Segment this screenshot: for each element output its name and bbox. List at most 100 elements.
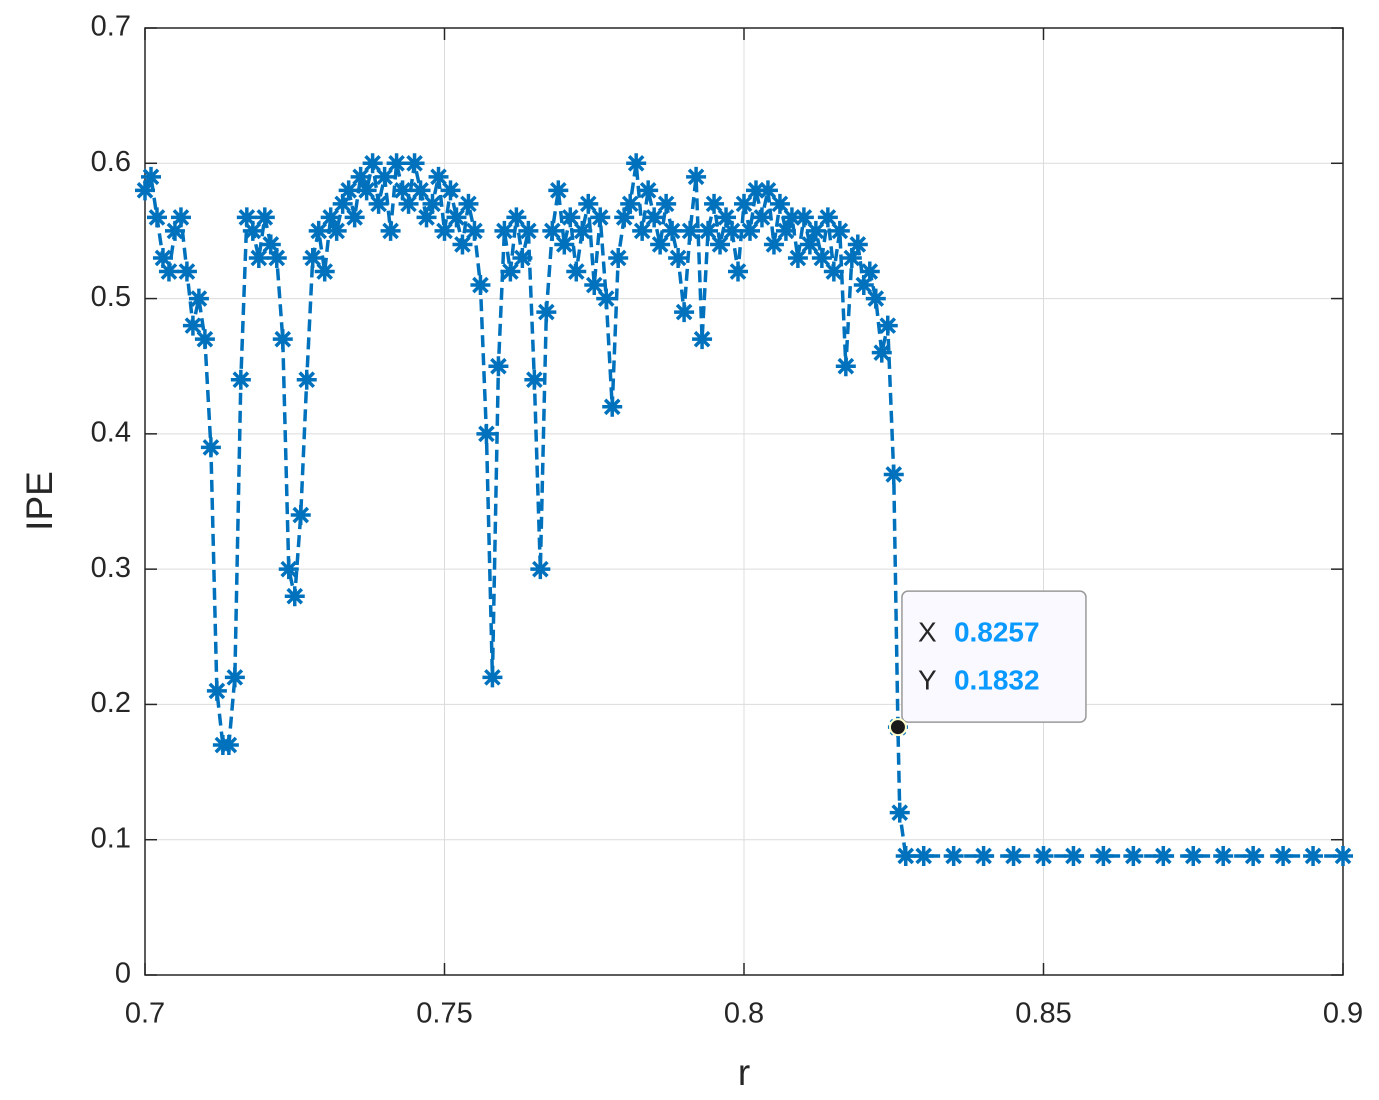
y-tick-label: 0.1	[91, 822, 131, 854]
data-marker	[751, 207, 772, 228]
data-marker	[620, 193, 641, 214]
data-marker	[380, 220, 401, 241]
data-marker	[775, 220, 796, 241]
data-marker	[248, 247, 269, 268]
data-marker	[638, 180, 659, 201]
data-marker	[913, 845, 934, 866]
data-marker	[170, 207, 191, 228]
data-marker	[889, 802, 910, 823]
data-marker	[308, 220, 329, 241]
data-marker	[710, 234, 731, 255]
data-marker	[518, 220, 539, 241]
data-marker	[230, 369, 251, 390]
data-marker	[158, 261, 179, 282]
data-marker	[614, 207, 635, 228]
data-marker	[650, 234, 671, 255]
data-marker	[602, 396, 623, 417]
data-marker	[398, 193, 419, 214]
data-marker	[488, 356, 509, 377]
data-marker	[176, 261, 197, 282]
data-marker	[302, 247, 323, 268]
data-marker	[644, 207, 665, 228]
data-marker	[494, 220, 515, 241]
data-marker	[416, 207, 437, 228]
data-marker	[338, 180, 359, 201]
datatip-x-label: X	[918, 617, 937, 648]
y-tick-label: 0.7	[91, 11, 131, 43]
data-marker	[470, 275, 491, 296]
data-marker	[1243, 845, 1264, 866]
data-marker	[823, 261, 844, 282]
data-marker	[290, 505, 311, 526]
data-marker	[200, 437, 221, 458]
data-marker	[560, 207, 581, 228]
data-marker	[1003, 845, 1024, 866]
data-marker	[584, 275, 605, 296]
data-marker	[218, 735, 239, 756]
data-marker	[236, 207, 257, 228]
data-marker	[542, 220, 563, 241]
data-marker	[476, 423, 497, 444]
data-marker	[422, 193, 443, 214]
data-marker	[482, 667, 503, 688]
data-marker	[745, 180, 766, 201]
data-marker	[206, 680, 227, 701]
data-marker	[662, 220, 683, 241]
data-marker	[146, 207, 167, 228]
data-marker	[194, 329, 215, 350]
data-marker	[350, 166, 371, 187]
data-marker	[296, 369, 317, 390]
data-marker	[1033, 845, 1054, 866]
data-marker	[871, 342, 892, 363]
data-marker	[1183, 845, 1204, 866]
datatip-y-label: Y	[918, 665, 937, 696]
data-marker	[440, 180, 461, 201]
x-tick-label: 0.8	[724, 998, 764, 1030]
data-marker	[1063, 845, 1084, 866]
data-marker	[464, 220, 485, 241]
datatip-box	[901, 590, 1087, 723]
data-marker	[362, 153, 383, 174]
data-marker	[883, 464, 904, 485]
data-marker	[224, 667, 245, 688]
data-marker	[572, 220, 593, 241]
y-tick-label: 0.2	[91, 687, 131, 719]
data-marker	[943, 845, 964, 866]
data-marker	[284, 586, 305, 607]
data-marker	[811, 247, 832, 268]
data-marker	[763, 234, 784, 255]
data-marker	[332, 193, 353, 214]
data-marker	[829, 220, 850, 241]
axes-box	[144, 27, 1344, 976]
data-marker	[608, 247, 629, 268]
data-marker	[506, 207, 527, 228]
data-marker	[428, 166, 449, 187]
data-marker	[368, 193, 389, 214]
data-marker	[152, 247, 173, 268]
data-marker	[734, 193, 754, 214]
y-tick-label: 0	[115, 958, 131, 990]
data-marker	[853, 275, 874, 296]
x-axis-label: r	[738, 1052, 750, 1093]
x-tick-label: 0.7	[125, 998, 165, 1030]
data-marker	[895, 845, 916, 866]
data-marker	[716, 207, 737, 228]
y-tick-label: 0.3	[91, 552, 131, 584]
data-marker	[739, 220, 760, 241]
data-marker	[548, 180, 569, 201]
data-marker	[656, 193, 677, 214]
y-tick-label: 0.4	[91, 417, 131, 449]
data-marker	[344, 207, 365, 228]
data-marker	[554, 234, 575, 255]
data-marker	[704, 193, 725, 214]
data-marker	[973, 845, 994, 866]
data-marker	[164, 220, 185, 241]
x-tick-label: 0.9	[1323, 998, 1363, 1030]
datatip-y-value: 0.1832	[954, 665, 1040, 696]
data-marker	[566, 261, 587, 282]
data-marker	[1333, 845, 1353, 866]
data-marker	[326, 220, 347, 241]
data-marker	[1213, 845, 1234, 866]
data-marker	[254, 207, 275, 228]
data-marker	[410, 180, 431, 201]
